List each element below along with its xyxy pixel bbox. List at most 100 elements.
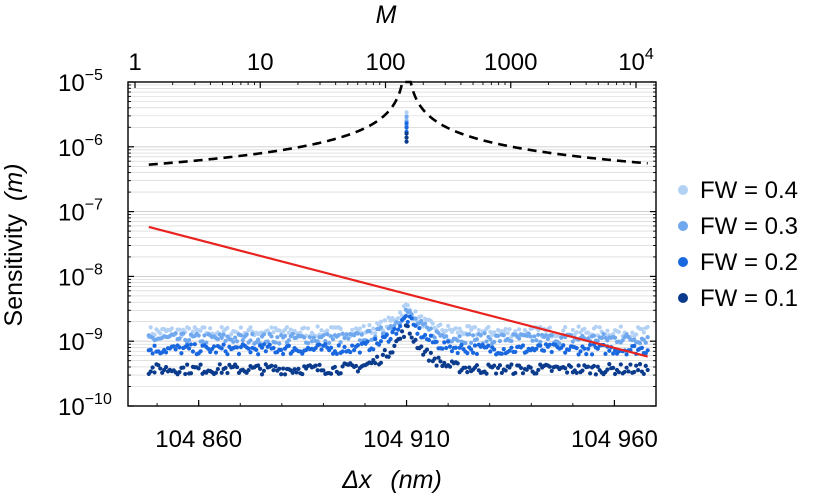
data-point xyxy=(463,365,468,370)
data-point xyxy=(246,346,251,351)
data-point xyxy=(465,370,470,375)
data-point xyxy=(474,351,480,357)
data-point xyxy=(484,339,489,344)
data-point xyxy=(624,352,629,357)
x-tick-label: 104 960 xyxy=(571,426,658,453)
legend-label: FW = 0.4 xyxy=(700,177,798,204)
data-point xyxy=(219,370,224,375)
data-point xyxy=(403,314,409,319)
data-point xyxy=(528,334,533,339)
data-point xyxy=(271,330,276,335)
data-point xyxy=(208,326,213,331)
data-point xyxy=(645,348,650,353)
data-point xyxy=(407,309,412,314)
data-point xyxy=(453,326,458,331)
data-point xyxy=(265,328,270,333)
data-point xyxy=(534,338,539,343)
data-point xyxy=(438,322,443,327)
data-point xyxy=(536,332,541,337)
data-point xyxy=(367,323,372,328)
data-point xyxy=(518,365,524,371)
data-point xyxy=(576,363,581,368)
data-point xyxy=(467,332,472,337)
top-tick-label: 104 xyxy=(618,46,654,76)
data-point xyxy=(398,336,403,341)
data-point xyxy=(290,349,295,354)
data-point xyxy=(338,340,343,345)
data-point xyxy=(422,321,428,326)
data-point xyxy=(307,335,313,340)
data-point xyxy=(396,327,401,332)
data-point xyxy=(190,349,196,354)
data-point xyxy=(213,370,219,375)
data-point xyxy=(279,347,284,353)
data-point xyxy=(607,362,612,367)
data-point xyxy=(497,338,503,344)
data-point xyxy=(323,342,328,347)
data-point xyxy=(576,324,581,329)
data-point xyxy=(371,326,376,331)
data-point xyxy=(355,369,361,374)
data-point xyxy=(392,343,397,348)
data-point xyxy=(221,342,226,347)
data-point xyxy=(455,330,460,335)
data-point xyxy=(561,328,566,333)
data-point xyxy=(507,327,512,332)
data-point xyxy=(340,331,345,336)
data-point xyxy=(404,131,409,136)
data-point xyxy=(234,365,240,370)
data-point xyxy=(505,331,510,336)
data-point xyxy=(181,365,186,370)
data-point xyxy=(645,367,650,373)
data-point xyxy=(361,324,366,329)
data-point xyxy=(263,349,268,354)
data-point xyxy=(186,346,192,351)
data-point xyxy=(405,303,410,308)
data-point xyxy=(591,363,597,369)
data-point xyxy=(340,364,345,369)
data-point xyxy=(547,325,552,330)
data-point xyxy=(632,343,637,349)
data-point xyxy=(177,336,182,341)
x-tick-label: 104 910 xyxy=(363,426,450,453)
data-point xyxy=(413,309,418,314)
data-point xyxy=(238,333,243,338)
data-point xyxy=(158,366,163,371)
data-point xyxy=(472,325,478,330)
data-point xyxy=(357,350,362,355)
red-trend-line xyxy=(148,225,648,358)
data-point xyxy=(328,371,334,376)
data-point xyxy=(588,371,593,376)
data-point xyxy=(317,342,322,347)
data-point xyxy=(639,345,645,351)
data-point xyxy=(582,346,587,351)
data-point xyxy=(432,335,437,340)
data-point xyxy=(206,346,211,351)
data-point xyxy=(336,332,341,338)
data-point xyxy=(634,332,639,337)
data-point xyxy=(342,344,347,350)
series-0 xyxy=(146,110,650,340)
data-point xyxy=(513,329,518,334)
data-point xyxy=(421,352,426,357)
data-point xyxy=(524,367,529,372)
data-point xyxy=(244,332,249,337)
data-point xyxy=(382,348,387,353)
data-point xyxy=(173,331,178,336)
data-point xyxy=(323,339,328,344)
data-point xyxy=(282,333,288,339)
data-point xyxy=(593,372,598,377)
data-point xyxy=(620,338,625,343)
data-point xyxy=(286,338,291,343)
data-point xyxy=(488,349,493,354)
y-tick-label: 10−6 xyxy=(58,132,103,162)
data-point xyxy=(570,327,575,333)
data-point xyxy=(281,366,286,371)
data-point xyxy=(215,337,220,342)
data-point xyxy=(348,350,353,355)
data-point xyxy=(607,348,612,353)
data-point xyxy=(198,362,203,367)
data-point xyxy=(196,333,201,338)
data-point xyxy=(517,327,522,332)
